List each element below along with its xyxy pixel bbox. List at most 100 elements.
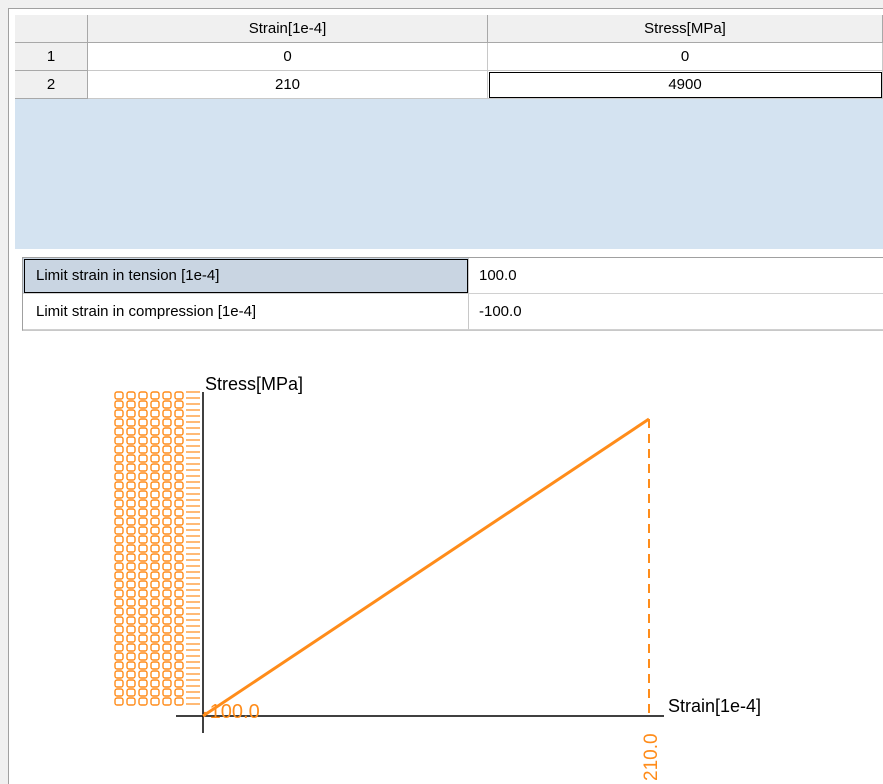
table-row[interactable]: 1 0 0 [15, 43, 883, 71]
tick-label-glyph [162, 643, 172, 652]
tick-label-glyph [174, 661, 184, 670]
y-axis-label: Stress[MPa] [205, 374, 303, 394]
tick-label-glyph [126, 607, 136, 616]
tick-label-glyph [126, 418, 136, 427]
grid-corner-header[interactable] [15, 15, 88, 43]
tick-label-glyph [174, 481, 184, 490]
tick-label-glyph [114, 562, 124, 571]
tick-label-glyph [114, 688, 124, 697]
tick-label-glyph [150, 643, 160, 652]
tick-label-glyph [174, 508, 184, 517]
strain-cell[interactable]: 0 [88, 43, 488, 71]
limit-strain-grid[interactable]: Limit strain in tension [1e-4] 100.0 Lim… [22, 257, 883, 331]
tick-label-glyph [150, 634, 160, 643]
tick-label-glyph [162, 391, 172, 400]
tick-label-glyph [114, 445, 124, 454]
tick-label-glyph [138, 490, 148, 499]
tick-label-glyph [174, 598, 184, 607]
tick-label-glyph [138, 508, 148, 517]
tick-label-glyph [174, 535, 184, 544]
tick-label-glyph [162, 481, 172, 490]
tick-label-glyph [126, 508, 136, 517]
origin-limit-label: -100.0 [203, 701, 260, 723]
tick-label-glyph [150, 571, 160, 580]
tick-label-glyph [162, 463, 172, 472]
column-header-strain[interactable]: Strain[1e-4] [88, 15, 488, 43]
tick-label-glyph [162, 679, 172, 688]
tick-label-glyph [162, 445, 172, 454]
stress-strain-grid[interactable]: Strain[1e-4] Stress[MPa] 1 0 0 2 210 490… [15, 15, 883, 249]
tick-label-glyph [114, 634, 124, 643]
tick-label-glyph [114, 454, 124, 463]
tick-label-glyph [150, 670, 160, 679]
tick-label-glyph [126, 625, 136, 634]
tick-label-glyph [114, 400, 124, 409]
tick-label-glyph [174, 409, 184, 418]
tick-label-glyph [174, 562, 184, 571]
tick-label-glyph [138, 409, 148, 418]
limit-compression-row[interactable]: Limit strain in compression [1e-4] -100.… [23, 294, 883, 330]
tick-label-glyph [150, 553, 160, 562]
tick-label-glyph [126, 679, 136, 688]
tick-label-glyph [126, 517, 136, 526]
tick-label-glyph [150, 508, 160, 517]
tick-label-glyph [126, 400, 136, 409]
tick-label-glyph [150, 697, 160, 706]
tick-label-glyph [174, 445, 184, 454]
tick-label-glyph [174, 418, 184, 427]
tick-label-glyph [162, 607, 172, 616]
tick-label-glyph [138, 499, 148, 508]
tick-label-glyph [174, 427, 184, 436]
tick-label-glyph [150, 436, 160, 445]
tick-label-glyph [174, 436, 184, 445]
tick-label-glyph [126, 427, 136, 436]
tick-label-glyph [150, 499, 160, 508]
x-axis-label: Strain[1e-4] [668, 696, 761, 716]
tick-label-glyph [126, 436, 136, 445]
row-header[interactable]: 1 [15, 43, 88, 71]
tick-label-glyph [162, 625, 172, 634]
tick-label-glyph [150, 418, 160, 427]
tick-label-glyph [162, 553, 172, 562]
column-header-stress[interactable]: Stress[MPa] [488, 15, 883, 43]
tick-label-glyph [114, 607, 124, 616]
tick-label-glyph [138, 697, 148, 706]
tick-label-glyph [174, 544, 184, 553]
tick-label-glyph [138, 391, 148, 400]
tick-label-glyph [126, 652, 136, 661]
tick-label-glyph [114, 436, 124, 445]
tick-label-glyph [150, 589, 160, 598]
tick-label-glyph [126, 526, 136, 535]
table-row[interactable]: 2 210 4900 [15, 71, 883, 99]
tick-label-glyph [126, 553, 136, 562]
tick-label-glyph [138, 607, 148, 616]
y-tick-labels-cluster [114, 391, 200, 706]
tick-label-glyph [150, 481, 160, 490]
tick-label-glyph [126, 562, 136, 571]
tick-label-glyph [126, 391, 136, 400]
stress-cell[interactable]: 0 [488, 43, 883, 71]
tick-label-glyph [138, 661, 148, 670]
limit-tension-label[interactable]: Limit strain in tension [1e-4] [23, 258, 469, 294]
tick-label-glyph [162, 454, 172, 463]
tick-label-glyph [150, 454, 160, 463]
tick-label-glyph [138, 625, 148, 634]
limit-compression-label[interactable]: Limit strain in compression [1e-4] [23, 294, 469, 330]
tick-label-glyph [150, 490, 160, 499]
stress-cell-active[interactable]: 4900 [488, 71, 883, 99]
limit-tension-value[interactable]: 100.0 [469, 258, 883, 294]
limit-tension-row[interactable]: Limit strain in tension [1e-4] 100.0 [23, 258, 883, 294]
limit-compression-value[interactable]: -100.0 [469, 294, 883, 330]
tick-label-glyph [150, 607, 160, 616]
tick-label-glyph [174, 616, 184, 625]
tick-label-glyph [174, 391, 184, 400]
tick-label-glyph [162, 508, 172, 517]
tick-label-glyph [114, 391, 124, 400]
tick-label-glyph [174, 607, 184, 616]
row-header[interactable]: 2 [15, 71, 88, 99]
tick-label-glyph [138, 616, 148, 625]
tick-label-glyph [138, 544, 148, 553]
strain-cell[interactable]: 210 [88, 71, 488, 99]
tick-label-glyph [114, 625, 124, 634]
